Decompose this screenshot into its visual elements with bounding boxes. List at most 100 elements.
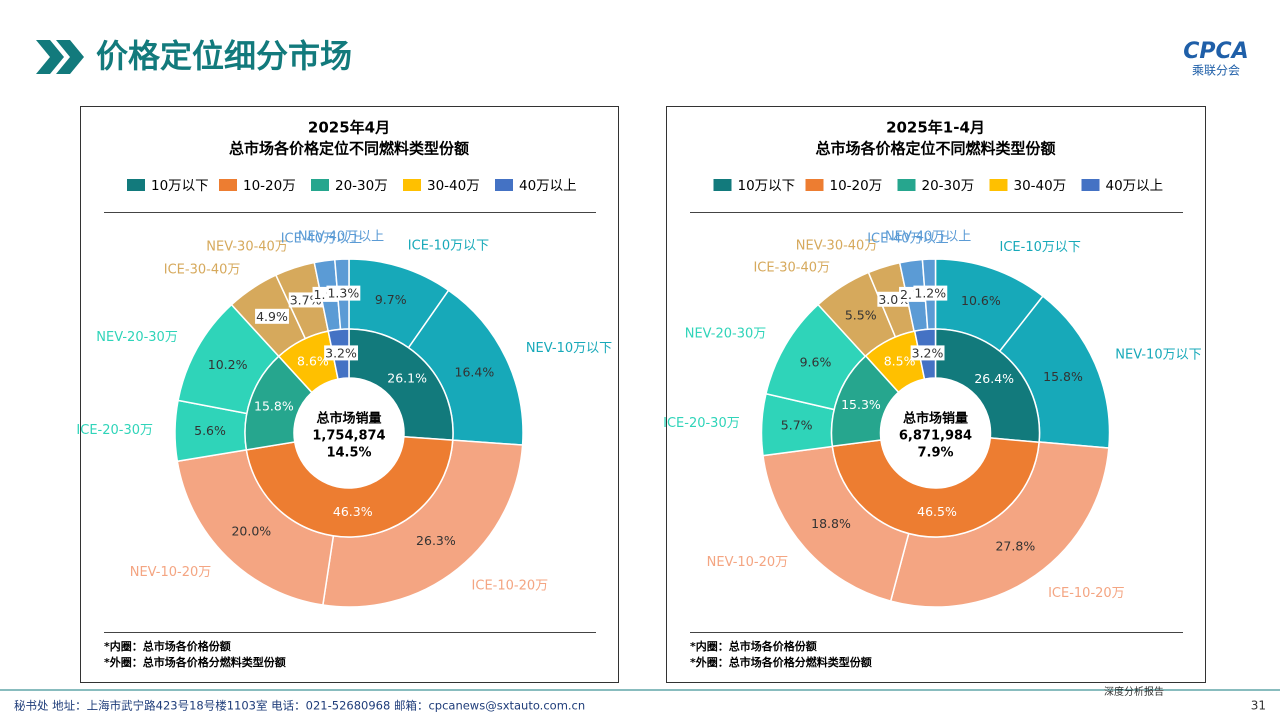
- value-label: 20.0%: [231, 523, 271, 538]
- legend-swatch: [403, 179, 421, 191]
- outer-category-label: ICE-30-40万: [164, 262, 241, 277]
- outer-category-label: NEV-40万以上: [885, 230, 971, 245]
- outer-category-label: ICE-10万以下: [408, 239, 489, 254]
- legend-label: 10-20万: [243, 178, 296, 194]
- outer-category-label: NEV-10万以下: [1115, 347, 1201, 362]
- value-label: 15.8%: [254, 399, 294, 414]
- value-label: 3.2%: [325, 345, 357, 360]
- legend-swatch: [713, 179, 732, 191]
- value-label: 15.8%: [1043, 369, 1083, 384]
- segment: [831, 437, 1040, 538]
- value-label: 10.2%: [208, 357, 248, 372]
- segment: [245, 435, 454, 538]
- legend-label: 10万以下: [738, 178, 796, 194]
- legend-swatch: [989, 179, 1008, 191]
- value-label: 26.3%: [416, 533, 456, 548]
- value-label: 5.7%: [781, 418, 813, 433]
- value-label: 8.5%: [884, 354, 916, 369]
- value-label: 46.5%: [917, 504, 957, 519]
- legend-swatch: [219, 179, 237, 191]
- value-label: 10.6%: [961, 293, 1001, 308]
- legend-label: 10万以下: [151, 178, 209, 194]
- outer-category-label: NEV-10-20万: [707, 555, 789, 570]
- report-label: 深度分析报告: [1104, 685, 1164, 698]
- outer-category-label: NEV-20-30万: [96, 330, 178, 345]
- value-label: 1.3%: [327, 286, 359, 301]
- chevron: [36, 40, 64, 74]
- value-label: 16.4%: [455, 365, 495, 380]
- value-label: 9.6%: [800, 354, 832, 369]
- center-label: 总市场销量: [903, 411, 968, 427]
- panel: [80, 106, 619, 683]
- outer-category-label: NEV-40万以上: [298, 230, 384, 245]
- legend-label: 20-30万: [335, 178, 388, 194]
- chart-subtitle: 总市场各价格定位不同燃料类型份额: [229, 140, 469, 158]
- note: *外圈：总市场各价格分燃料类型份额: [104, 655, 286, 669]
- note: *外圈：总市场各价格分燃料类型份额: [690, 655, 872, 669]
- center-label: 1,754,874: [312, 429, 385, 444]
- outer-category-label: ICE-10-20万: [472, 578, 549, 593]
- value-label-bg: [326, 285, 361, 301]
- value-label: 46.3%: [333, 504, 373, 519]
- outer-category-label: ICE-30-40万: [753, 260, 830, 275]
- chart-title: 2025年1-4月: [886, 119, 985, 137]
- value-label: 15.3%: [841, 397, 881, 412]
- legend-label: 20-30万: [922, 178, 975, 194]
- legend-swatch: [495, 179, 513, 191]
- panel: [666, 106, 1206, 683]
- page-number: 31: [1251, 699, 1266, 713]
- center-label: 总市场销量: [316, 411, 381, 427]
- outer-category-label: ICE-40万以上: [867, 231, 948, 246]
- value-label: 5.6%: [194, 423, 226, 438]
- value-label: 8.6%: [297, 354, 329, 369]
- legend-label: 10-20万: [830, 178, 883, 194]
- value-label: 3.2%: [912, 345, 944, 360]
- page-title: 价格定位细分市场: [96, 37, 352, 75]
- value-label: 9.7%: [375, 292, 407, 307]
- logo: CPCA: [1183, 39, 1248, 64]
- legend-swatch: [311, 179, 329, 191]
- legend-label: 30-40万: [427, 178, 480, 194]
- legend-swatch: [1081, 179, 1100, 191]
- outer-category-label: NEV-10万以下: [526, 341, 612, 356]
- value-label: 27.8%: [995, 538, 1035, 553]
- outer-category-label: ICE-20-30万: [663, 416, 740, 431]
- outer-category-label: ICE-10-20万: [1048, 586, 1125, 601]
- segment: [934, 328, 1041, 444]
- note: *内圈：总市场各价格份额: [690, 639, 817, 653]
- value-label-bg: [324, 345, 359, 361]
- segment: [348, 328, 454, 441]
- value-label: 26.1%: [387, 370, 427, 385]
- outer-category-label: ICE-10万以下: [1000, 240, 1081, 255]
- center-label: 14.5%: [326, 446, 371, 461]
- value-label: 18.8%: [811, 516, 851, 531]
- chart-subtitle: 总市场各价格定位不同燃料类型份额: [815, 140, 1055, 158]
- value-label: 1.2%: [914, 286, 946, 301]
- outer-category-label: NEV-20-30万: [685, 327, 767, 342]
- outer-category-label: NEV-30-40万: [206, 239, 288, 254]
- value-label: 4.9%: [256, 309, 288, 324]
- note: *内圈：总市场各价格份额: [104, 639, 231, 653]
- value-label: 26.4%: [974, 371, 1014, 386]
- value-label-bg: [913, 285, 948, 301]
- chart-title: 2025年4月: [308, 119, 390, 137]
- legend-swatch: [897, 179, 916, 191]
- contact: 秘书处 地址：上海市武宁路423号18号楼1103室 电话：021-526809…: [14, 699, 585, 713]
- value-label-bg: [255, 308, 289, 324]
- legend-swatch: [805, 179, 824, 191]
- outer-category-label: NEV-10-20万: [130, 565, 212, 580]
- legend-label: 30-40万: [1014, 178, 1067, 194]
- logo-sub: 乘联分会: [1192, 64, 1240, 78]
- outer-category-label: ICE-40万以上: [281, 231, 362, 246]
- outer-category-label: NEV-30-40万: [796, 238, 878, 253]
- chevron: [56, 40, 84, 74]
- value-label-bg: [910, 345, 945, 361]
- legend-label: 40万以上: [1106, 178, 1164, 194]
- center-label: 7.9%: [917, 446, 953, 461]
- center-label: 6,871,984: [899, 429, 972, 444]
- legend-swatch: [127, 179, 145, 191]
- outer-category-label: ICE-20-30万: [76, 423, 153, 438]
- legend-label: 40万以上: [519, 178, 577, 194]
- value-label: 5.5%: [845, 307, 877, 322]
